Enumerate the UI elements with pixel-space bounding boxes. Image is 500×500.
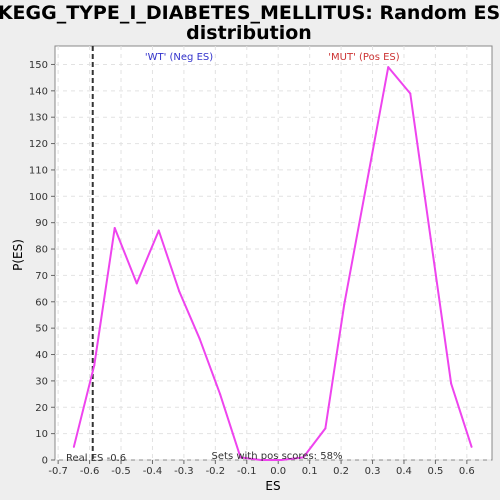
y-tick-label-14: 140: [29, 86, 48, 97]
y-tick-label-13: 130: [29, 113, 48, 124]
data-point-0-9: [259, 459, 262, 461]
y-tick-label-3: 30: [35, 376, 48, 387]
data-point-0-1: [93, 364, 96, 367]
x-tick-label-7: 0.0: [270, 466, 286, 477]
x-tick-label-0: -0.7: [48, 466, 68, 477]
plot-area: [54, 45, 493, 461]
y-tick-label-15: 150: [29, 60, 48, 71]
x-tick-label-1: -0.6: [80, 466, 100, 477]
x-tick-label-2: -0.5: [111, 466, 131, 477]
data-point-0-16: [409, 92, 412, 95]
annotation-neg-es: 'WT' (Neg ES): [145, 52, 213, 63]
series-line-0: [72, 66, 473, 461]
y-tick-label-1: 10: [35, 429, 48, 440]
x-tick-label-8: 0.1: [302, 466, 318, 477]
x-tick-label-6: -0.1: [237, 466, 257, 477]
y-tick-label-5: 50: [35, 324, 48, 335]
data-point-0-12: [324, 427, 327, 430]
series-group: [72, 66, 473, 461]
x-tick-label-5: -0.2: [206, 466, 226, 477]
data-point-0-4: [157, 229, 160, 232]
x-tick-label-9: 0.2: [333, 466, 349, 477]
y-axis-ticks: 0 10 20 30 40 50 60 70 80 90 100 110 120 130 140 150: [29, 60, 55, 467]
y-tick-label-11: 110: [29, 165, 48, 176]
x-tick-label-11: 0.4: [396, 466, 412, 477]
x-tick-label-13: 0.6: [459, 466, 475, 477]
x-axis-label: ES: [265, 479, 280, 493]
annotation-pos-es: 'MUT' (Pos ES): [328, 52, 399, 63]
y-tick-label-12: 120: [29, 139, 48, 150]
data-point-0-6: [198, 337, 201, 340]
x-tick-label-12: 0.5: [427, 466, 443, 477]
y-tick-label-8: 80: [35, 245, 48, 256]
data-point-0-7: [219, 393, 222, 396]
chart-title-line2: distribution: [186, 22, 312, 44]
data-point-0-15: [387, 66, 390, 69]
y-tick-label-2: 20: [35, 403, 48, 414]
data-point-0-17: [429, 237, 432, 240]
y-tick-label-9: 90: [35, 218, 48, 229]
data-point-0-19: [470, 445, 473, 448]
data-point-0-3: [135, 282, 138, 285]
chart-title-line1: KEGG_TYPE_I_DIABETES_MELLITUS: Random ES: [0, 2, 500, 24]
y-axis-label: P(ES): [11, 239, 25, 271]
x-axis-ticks: -0.7 -0.6 -0.5 -0.4 -0.3 -0.2 -0.1 0.0 0.1 0.2 0.3…: [48, 460, 475, 477]
y-tick-label-0: 0: [42, 456, 48, 467]
y-tick-label-10: 100: [29, 192, 48, 203]
data-point-0-5: [178, 290, 181, 293]
y-tick-label-4: 40: [35, 350, 48, 361]
data-point-0-11: [302, 456, 305, 459]
data-point-0-8: [239, 456, 242, 459]
data-point-0-13: [343, 303, 346, 306]
y-tick-label-7: 70: [35, 271, 48, 282]
y-tick-label-6: 60: [35, 297, 48, 308]
data-point-0-0: [72, 445, 75, 448]
pos-scores-annotation: Sets with pos scores: 58%: [212, 451, 343, 462]
real-es-label: Real ES -0.6: [66, 453, 126, 464]
data-point-0-18: [450, 382, 453, 385]
data-point-0-10: [280, 459, 283, 461]
x-tick-label-10: 0.3: [365, 466, 381, 477]
data-point-0-14: [365, 184, 368, 187]
x-tick-label-4: -0.3: [174, 466, 194, 477]
data-point-0-2: [113, 226, 116, 229]
x-tick-label-3: -0.4: [143, 466, 163, 477]
